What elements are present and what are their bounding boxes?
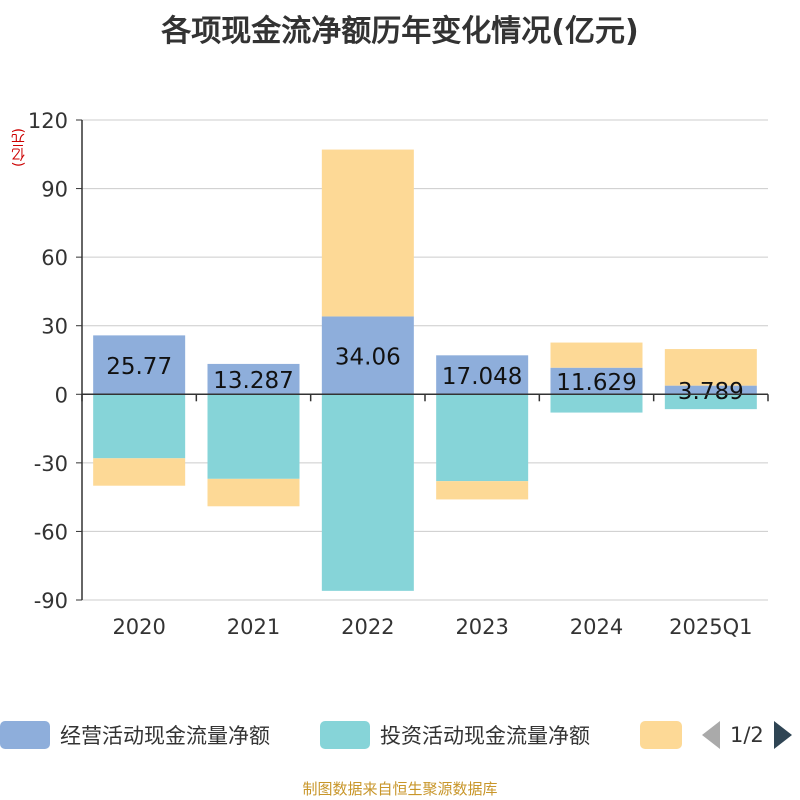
y-tick-label: 60 — [41, 246, 68, 270]
bar-2020-series0 — [93, 335, 186, 395]
y-tick-label: -90 — [34, 589, 68, 613]
bar-2021-series0 — [207, 363, 300, 395]
bar-2022-series0 — [321, 316, 414, 395]
data-label-2024: 11.629 — [556, 370, 636, 396]
x-tick-label: 2021 — [227, 615, 280, 639]
y-tick-label: -60 — [34, 520, 68, 544]
chart-title: 各项现金流净额历年变化情况(亿元) — [161, 14, 639, 49]
legend-swatch-investing — [320, 721, 370, 749]
bar-2021-series2 — [207, 478, 300, 507]
bar-2022-series1 — [321, 394, 414, 591]
legend-page-indicator: 1/2 — [730, 723, 764, 747]
bar-2020-series2 — [93, 458, 186, 486]
legend-item-investing[interactable]: 投资活动现金流量净额 — [320, 715, 590, 755]
data-label-2022: 34.06 — [335, 344, 401, 370]
bar-2023-series1 — [436, 394, 529, 482]
y-tick-label: -30 — [34, 452, 68, 476]
legend-swatch-financing — [640, 721, 682, 749]
y-tick-label: 90 — [41, 178, 68, 202]
legend-next-arrow-icon[interactable] — [773, 721, 792, 749]
bar-2023-series0 — [436, 355, 529, 395]
bar-2022-series2 — [321, 149, 414, 317]
legend: 经营活动现金流量净额 投资活动现金流量净额 1/2 — [0, 715, 800, 755]
bar-2023-series2 — [436, 481, 529, 500]
x-tick-label: 2020 — [112, 615, 165, 639]
legend-label-investing: 投资活动现金流量净额 — [380, 724, 590, 748]
y-tick-label: 120 — [28, 109, 68, 133]
legend-item-financing[interactable] — [640, 715, 692, 755]
x-tick-label: 2022 — [341, 615, 394, 639]
legend-swatch-operating — [0, 721, 50, 749]
data-label-2025Q1: 3.789 — [678, 379, 744, 405]
x-tick-label: 2023 — [455, 615, 508, 639]
data-source-note: 制图数据来自恒生聚源数据库 — [302, 780, 498, 798]
x-tick-label: 2025Q1 — [669, 615, 752, 639]
bar-2025Q1-series0 — [664, 385, 757, 395]
legend-pager: 1/2 — [702, 715, 792, 755]
x-tick-label: 2024 — [570, 615, 623, 639]
bar-2024-series2 — [550, 342, 643, 368]
data-label-2021: 13.287 — [213, 368, 293, 394]
bar-2024-series1 — [550, 394, 643, 413]
legend-prev-arrow-icon[interactable] — [702, 721, 720, 749]
data-label-2023: 17.048 — [442, 364, 522, 390]
legend-item-operating[interactable]: 经营活动现金流量净额 — [0, 715, 270, 755]
bar-2020-series1 — [93, 394, 186, 459]
data-label-2020: 25.77 — [106, 354, 172, 380]
bar-2025Q1-series2 — [664, 349, 757, 386]
bar-2025Q1-series1 — [664, 394, 757, 410]
legend-label-operating: 经营活动现金流量净额 — [60, 724, 270, 748]
bar-2021-series1 — [207, 394, 300, 479]
y-tick-label: 30 — [41, 315, 68, 339]
y-tick-label: 0 — [55, 383, 68, 407]
bar-2024-series0 — [550, 367, 643, 395]
